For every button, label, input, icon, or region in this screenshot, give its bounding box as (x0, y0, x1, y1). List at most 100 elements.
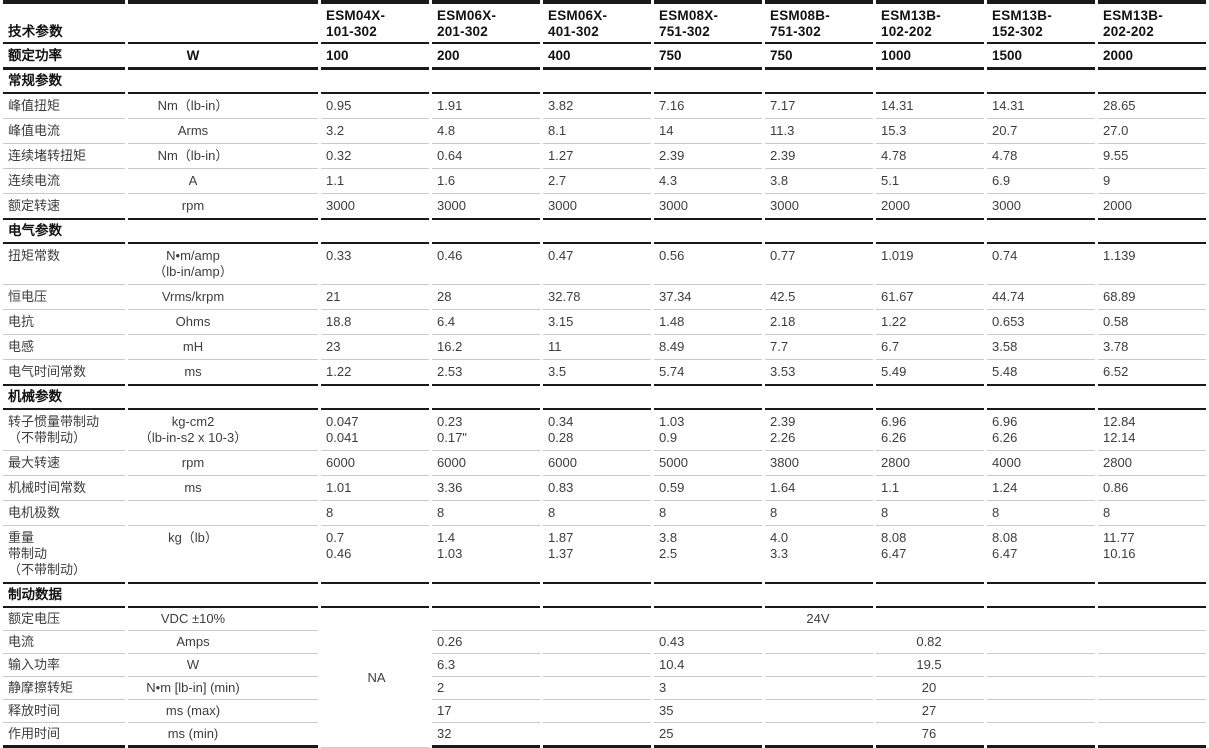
value-cell: 8 (321, 501, 429, 526)
section-filler-cell (432, 582, 540, 608)
value-cell: 20.7 (987, 119, 1095, 144)
value-cell: 3.2 (321, 119, 429, 144)
value-cell: 9.55 (1098, 144, 1206, 169)
value-cell: 8 (432, 501, 540, 526)
value-cell: 3.78 (1098, 335, 1206, 360)
value-cell: 2800 (876, 451, 984, 476)
row-label: 机械时间常数 (3, 476, 125, 501)
unit-cell: N•m [lb-in] (min) (128, 677, 318, 700)
row-label: 额定功率 (3, 44, 125, 68)
unit-cell: Arms (128, 119, 318, 144)
value-cell: 0.26 (432, 631, 540, 654)
section-filler-cell (987, 384, 1095, 410)
value-cell: 17 (432, 700, 540, 723)
value-cell (1098, 631, 1206, 654)
section-filler-cell (321, 68, 429, 94)
section-filler-cell (432, 218, 540, 244)
value-cell: 3.8 2.5 (659, 530, 678, 561)
value-cell: 2.39 (654, 144, 762, 169)
value-cell: 3800 (765, 451, 873, 476)
value-cell: 14.31 (876, 94, 984, 119)
row-label: 电机极数 (3, 501, 125, 526)
value-cell: 3.15 (543, 310, 651, 335)
value-cell: 3.36 (432, 476, 540, 501)
brake-data-row: 释放时间 ms (max) 17 35 27 (3, 700, 1206, 723)
section-filler-cell (128, 384, 318, 410)
value-cell: 32.78 (543, 285, 651, 310)
value-cell (543, 654, 651, 677)
row-label: 电流 (3, 631, 125, 654)
value-cell: 2.53 (437, 364, 463, 379)
unit-cell: Nm（lb-in） (128, 144, 318, 169)
section-filler-cell (128, 68, 318, 94)
value-cell: 3 (654, 677, 762, 700)
row-label: 作用时间 (3, 723, 125, 748)
value-cell: 10.4 (654, 654, 762, 677)
section-filler-cell (321, 384, 429, 410)
value-cell: 1.22 (326, 364, 352, 379)
rated-power-row: 额定功率 W 100 200 400 750 750 1000 1500 2000 (3, 44, 1206, 68)
section-filler-cell (765, 218, 873, 244)
row-label: 电抗 (3, 310, 125, 335)
value-cell: 0.74 (987, 244, 1095, 285)
value-cell: 1.139 (1098, 244, 1206, 285)
value-cell (543, 700, 651, 723)
section-filler-cell (654, 68, 762, 94)
unit-cell: A (128, 169, 318, 194)
value-cell (765, 677, 873, 700)
value-cell: 3000 (437, 198, 466, 213)
data-row: 最大转速 rpm 6000 6000 6000 5000 3800 2800 4000 2800 (3, 451, 1206, 476)
section-filler-cell (654, 582, 762, 608)
row-label: 连续电流 (3, 169, 125, 194)
row-label: 恒电压 (3, 285, 125, 310)
section-filler-cell (321, 582, 429, 608)
unit-column-header (128, 0, 318, 44)
value-cell: 4.8 (432, 119, 540, 144)
value-cell: 8.1 (543, 119, 651, 144)
value-cell: 0.23 0.17" (432, 410, 540, 451)
value-cell: 5.49 (881, 364, 907, 379)
section-filler-cell (1098, 384, 1206, 410)
value-cell: 25 (654, 723, 762, 748)
unit-cell (128, 501, 318, 526)
section-filler-cell (321, 218, 429, 244)
value-cell (765, 723, 873, 748)
section-filler-cell (128, 582, 318, 608)
section-filler-cell (876, 582, 984, 608)
unit-cell: Vrms/krpm (128, 285, 318, 310)
data-row: 重量 带制动 （不带制动） kg（lb） 0.7 0.46 1.4 1.03 1.87 … (3, 526, 1206, 582)
value-cell: 0.32 (321, 144, 429, 169)
value-cell: 37.34 (654, 285, 762, 310)
value-cell: 750 (654, 44, 762, 68)
value-cell: 8.08 6.47 (992, 530, 1018, 561)
page-title: 技术参数 (3, 0, 125, 44)
model-header-cell: ESM04X- 101-302 (321, 0, 429, 44)
value-cell: 2000 (1098, 44, 1206, 68)
value-cell: 2.18 (765, 310, 873, 335)
value-cell: 2800 (1098, 451, 1206, 476)
value-cell: 23 (321, 335, 429, 360)
value-cell: 3.82 (543, 94, 651, 119)
value-cell: 100 (321, 44, 429, 68)
value-cell: 1.1 (876, 476, 984, 501)
row-label: 额定电压 (3, 608, 125, 631)
value-cell: 14.31 (987, 94, 1095, 119)
value-cell: 0.047 0.041 (321, 410, 429, 451)
data-row: 连续堵转扭矩 Nm（lb-in） 0.32 0.64 1.27 2.39 2.39 4.78 4… (3, 144, 1206, 169)
value-cell: 6000 (432, 451, 540, 476)
value-cell: 1000 (876, 44, 984, 68)
value-cell: 6000 (321, 451, 429, 476)
unit-cell: W (128, 44, 318, 68)
section-filler-cell (128, 218, 318, 244)
model-header-cell: ESM08X- 751-302 (654, 0, 762, 44)
value-cell: 2.39 (765, 144, 873, 169)
section-title-row: 制动数据 (3, 582, 1206, 608)
value-cell: 1.1 (321, 169, 429, 194)
data-row: 电机极数 8 8 8 8 8 8 8 8 (3, 501, 1206, 526)
value-cell: 8 (987, 501, 1095, 526)
value-cell: 0.43 (654, 631, 762, 654)
data-row: 连续电流 A 1.1 1.6 2.7 4.3 3.8 5.1 6.9 9 (3, 169, 1206, 194)
brake-data-row: 作用时间 ms (min) 32 25 76 (3, 723, 1206, 748)
value-cell: 1.03 0.9 (654, 410, 762, 451)
section-title: 制动数据 (3, 582, 125, 608)
